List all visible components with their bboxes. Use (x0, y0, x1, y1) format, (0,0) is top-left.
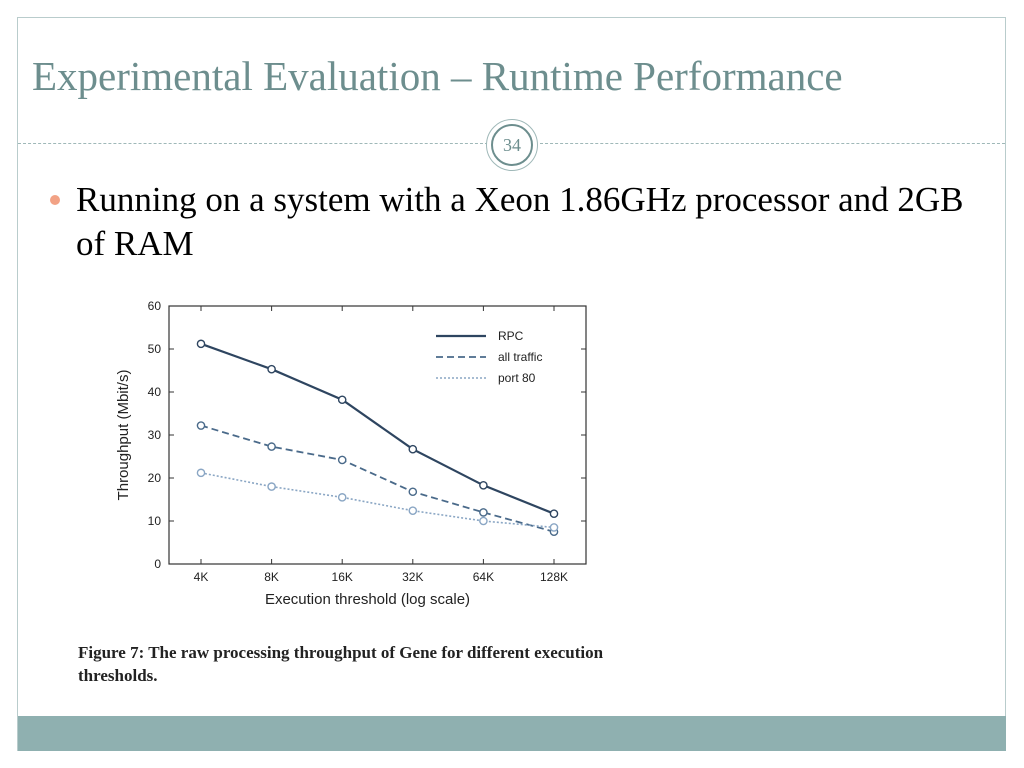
title-divider-left (18, 143, 488, 144)
series-point-1 (196, 421, 206, 430)
series-point-0 (267, 364, 276, 374)
series-line-2 (200, 472, 555, 529)
series-point-2 (408, 506, 418, 515)
y-tick-label: 50 (148, 342, 162, 356)
series-point-2 (196, 468, 206, 478)
legend-label-0: RPC (498, 329, 524, 343)
y-tick-label: 30 (148, 428, 162, 442)
series-point-2 (337, 493, 347, 502)
y-tick-label: 10 (148, 514, 162, 528)
series-point-2 (267, 482, 276, 491)
y-tick-label: 20 (148, 471, 162, 485)
series-point-2 (549, 523, 559, 532)
series-point-0 (479, 481, 488, 490)
bullet-text: Running on a system with a Xeon 1.86GHz … (76, 180, 964, 263)
series-line-1 (200, 424, 555, 533)
plot-frame (168, 305, 587, 565)
series-point-0 (549, 509, 559, 518)
page-number-badge: 34 (486, 119, 538, 171)
x-tick-label: 4K (194, 570, 209, 584)
title-divider-right (540, 143, 1005, 144)
x-tick-label: 16K (332, 570, 353, 584)
slide-title: Experimental Evaluation – Runtime Perfor… (32, 53, 843, 99)
y-tick-label: 0 (154, 557, 161, 571)
chart-svg: 0 10 20 30 40 50 60 4K 8K 16K 32K 64K 128K Execution … (115, 299, 587, 608)
series-line-0 (200, 342, 555, 515)
series-point-1 (267, 442, 276, 451)
y-tick-label: 60 (148, 299, 162, 313)
legend-label-2: port 80 (498, 371, 536, 385)
x-axis-label: Execution threshold (log scale) (265, 591, 470, 608)
bullet-dot-icon (50, 195, 60, 205)
y-tick-label: 40 (148, 385, 162, 399)
series-point-2 (479, 516, 488, 526)
series-point-1 (479, 508, 488, 517)
x-tick-label: 128K (540, 570, 568, 584)
x-tick-label: 8K (264, 570, 279, 584)
figure-caption: Figure 7: The raw processing throughput … (78, 643, 604, 685)
series-point-0 (408, 444, 418, 454)
x-tick-label: 64K (473, 570, 494, 584)
page-number: 34 (491, 124, 533, 166)
throughput-chart: 0 10 20 30 40 50 60 4K 8K 16K 32K 64K 128K Execution … (108, 298, 608, 623)
footer-bar (18, 716, 1006, 751)
series-point-0 (196, 339, 206, 349)
series-point-1 (337, 455, 347, 465)
series-point-1 (408, 487, 418, 497)
series-point-0 (337, 395, 347, 405)
legend-label-1: all traffic (498, 350, 542, 364)
y-axis-label: Throughput (Mbit/s) (115, 370, 132, 501)
x-tick-label: 32K (402, 570, 423, 584)
